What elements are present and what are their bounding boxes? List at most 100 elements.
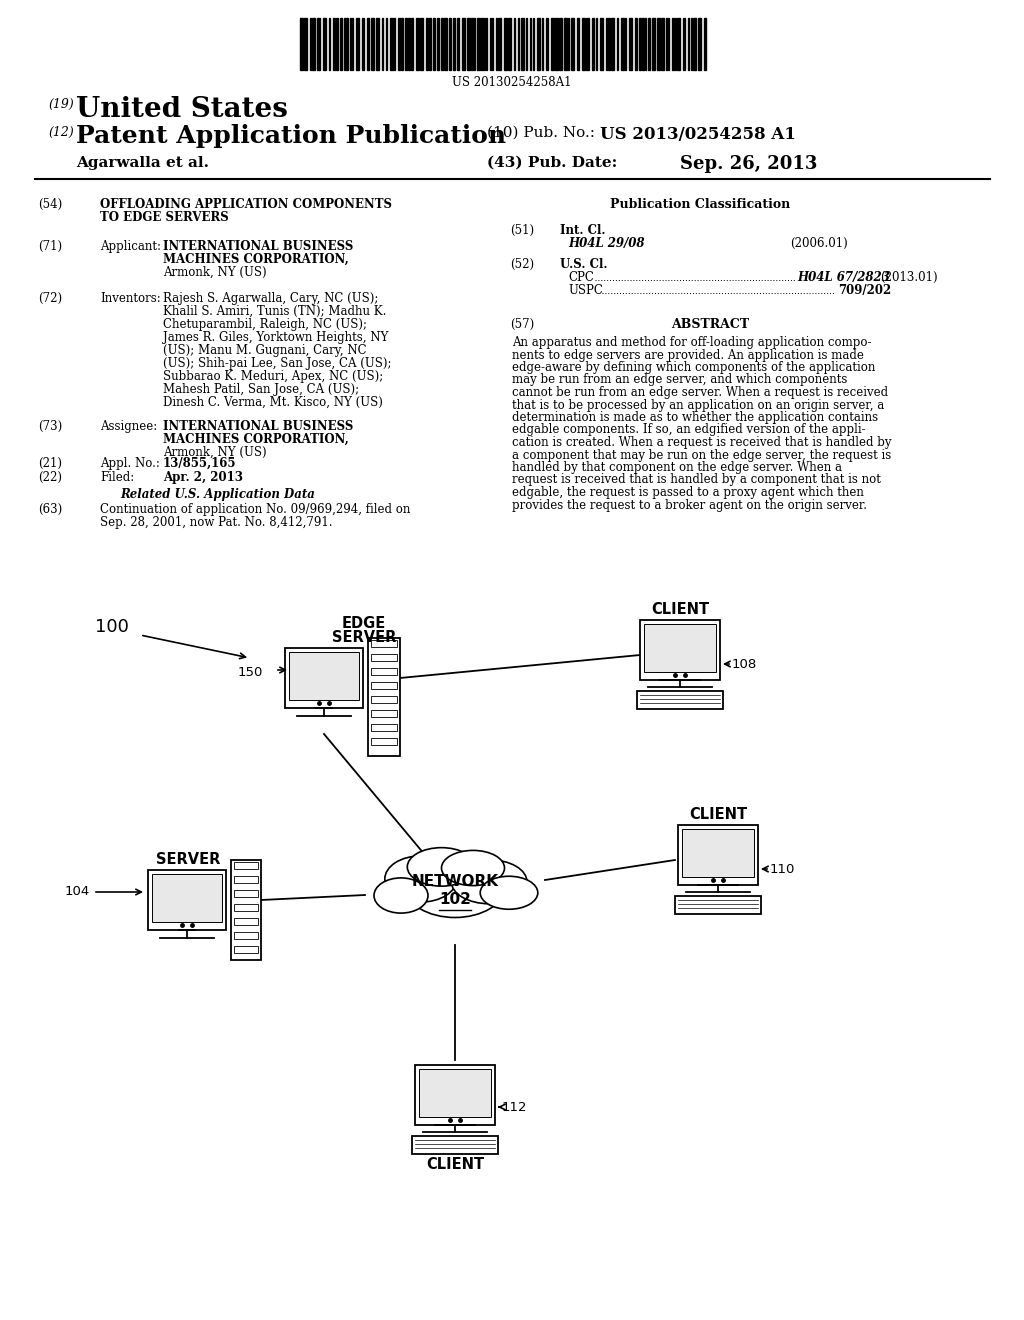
Bar	[152, 874, 222, 921]
Bar	[346, 18, 348, 70]
Text: CLIENT: CLIENT	[651, 602, 709, 616]
Ellipse shape	[406, 857, 505, 917]
Bar	[401, 18, 403, 70]
Bar	[371, 18, 374, 70]
Text: Mahesh Patil, San Jose, CA (US);: Mahesh Patil, San Jose, CA (US);	[163, 383, 359, 396]
Bar	[635, 18, 637, 70]
Text: TO EDGE SERVERS: TO EDGE SERVERS	[100, 211, 228, 224]
Bar	[462, 18, 465, 70]
Text: US 2013/0254258 A1: US 2013/0254258 A1	[600, 125, 796, 143]
Bar	[498, 18, 501, 70]
Text: Rajesh S. Agarwalla, Cary, NC (US);: Rajesh S. Agarwalla, Cary, NC (US);	[163, 292, 379, 305]
Bar	[371, 710, 397, 717]
Bar	[412, 1137, 498, 1154]
Bar	[304, 18, 307, 70]
Text: Khalil S. Amiri, Tunis (TN); Madhu K.: Khalil S. Amiri, Tunis (TN); Madhu K.	[163, 305, 386, 318]
Bar	[415, 1065, 495, 1125]
Bar	[693, 18, 696, 70]
Bar	[564, 18, 567, 70]
Text: Filed:: Filed:	[100, 471, 134, 484]
Bar	[481, 18, 483, 70]
Bar	[637, 690, 723, 709]
Bar	[371, 682, 397, 689]
Bar	[678, 825, 758, 884]
Bar	[333, 18, 335, 70]
Bar	[312, 18, 315, 70]
Bar	[652, 18, 655, 70]
Bar	[640, 620, 720, 680]
Bar	[406, 18, 407, 70]
Text: (19): (19)	[48, 98, 74, 111]
Text: US 20130254258A1: US 20130254258A1	[453, 77, 571, 88]
Bar	[231, 861, 261, 960]
Bar	[234, 932, 258, 939]
Bar	[698, 18, 701, 70]
Text: cannot be run from an edge server. When a request is received: cannot be run from an edge server. When …	[512, 385, 888, 399]
Ellipse shape	[452, 859, 527, 904]
Text: USPC: USPC	[568, 284, 603, 297]
Bar	[398, 18, 400, 70]
Text: James R. Giles, Yorktown Heights, NY: James R. Giles, Yorktown Heights, NY	[163, 331, 388, 345]
Text: Agarwalla et al.: Agarwalla et al.	[76, 156, 209, 170]
Bar	[411, 18, 413, 70]
Text: MACHINES CORPORATION,: MACHINES CORPORATION,	[163, 433, 349, 446]
Text: Chetuparambil, Raleigh, NC (US);: Chetuparambil, Raleigh, NC (US);	[163, 318, 367, 331]
Bar	[371, 696, 397, 704]
Bar	[705, 18, 706, 70]
Ellipse shape	[441, 850, 505, 886]
Bar	[537, 18, 540, 70]
Bar	[426, 18, 428, 70]
Bar	[419, 1069, 490, 1117]
Text: 709/202: 709/202	[838, 284, 891, 297]
Bar	[437, 18, 439, 70]
Text: (52): (52)	[510, 257, 535, 271]
Bar	[657, 18, 660, 70]
Text: NETWORK: NETWORK	[412, 874, 499, 890]
Text: Armonk, NY (US): Armonk, NY (US)	[163, 446, 266, 459]
Text: SERVER: SERVER	[332, 630, 396, 645]
Text: 108: 108	[732, 657, 758, 671]
Bar	[371, 653, 397, 661]
Text: edgable components. If so, an edgified version of the appli-: edgable components. If so, an edgified v…	[512, 424, 865, 437]
Text: nents to edge servers are provided. An application is made: nents to edge servers are provided. An a…	[512, 348, 864, 362]
Text: Continuation of application No. 09/969,294, filed on: Continuation of application No. 09/969,2…	[100, 503, 411, 516]
Bar	[234, 917, 258, 925]
Bar	[289, 652, 359, 700]
Text: Assignee:: Assignee:	[100, 420, 158, 433]
Ellipse shape	[480, 876, 538, 909]
Text: Patent Application Publication: Patent Application Publication	[76, 124, 506, 148]
Bar	[416, 18, 419, 70]
Bar	[571, 18, 574, 70]
Bar	[234, 946, 258, 953]
Text: OFFLOADING APPLICATION COMPONENTS: OFFLOADING APPLICATION COMPONENTS	[100, 198, 392, 211]
Bar	[336, 18, 338, 70]
Text: 100: 100	[95, 618, 129, 636]
Text: EDGE: EDGE	[342, 616, 386, 631]
Bar	[644, 624, 716, 672]
Text: Inventors:: Inventors:	[100, 292, 161, 305]
Bar	[471, 18, 473, 70]
Bar	[504, 18, 507, 70]
Bar	[420, 18, 423, 70]
Bar	[639, 18, 641, 70]
Text: INTERNATIONAL BUSINESS: INTERNATIONAL BUSINESS	[163, 240, 353, 253]
Text: (72): (72)	[38, 292, 62, 305]
Text: 13/855,165: 13/855,165	[163, 457, 237, 470]
Text: MACHINES CORPORATION,: MACHINES CORPORATION,	[163, 253, 349, 267]
Bar	[441, 18, 443, 70]
Ellipse shape	[408, 847, 476, 886]
Text: H04L 29/08: H04L 29/08	[568, 238, 644, 249]
Text: cation is created. When a request is received that is handled by: cation is created. When a request is rec…	[512, 436, 892, 449]
Text: (63): (63)	[38, 503, 62, 516]
Bar	[582, 18, 585, 70]
Text: (54): (54)	[38, 198, 62, 211]
Ellipse shape	[374, 878, 428, 913]
Bar	[586, 18, 589, 70]
Bar	[390, 18, 393, 70]
Text: INTERNATIONAL BUSINESS: INTERNATIONAL BUSINESS	[163, 420, 353, 433]
Text: Sep. 26, 2013: Sep. 26, 2013	[680, 154, 817, 173]
Text: CLIENT: CLIENT	[689, 807, 748, 822]
Bar	[555, 18, 558, 70]
Text: 150: 150	[238, 667, 263, 678]
Bar	[600, 18, 603, 70]
